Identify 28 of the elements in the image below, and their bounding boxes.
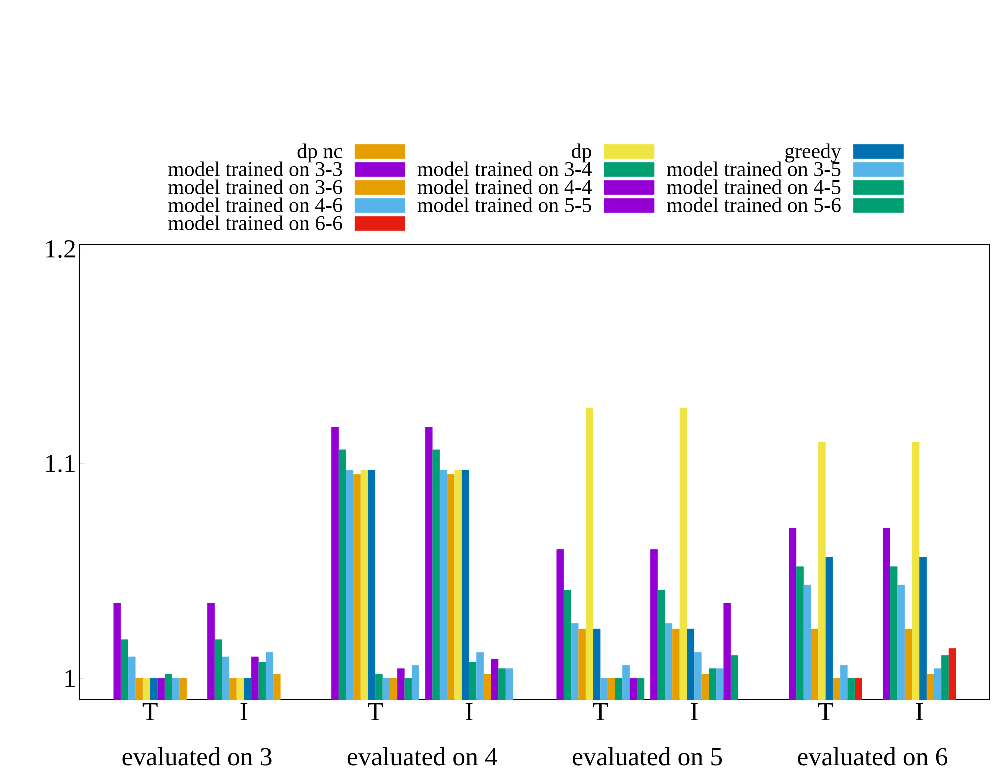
y-tick-label: 1 <box>66 670 75 688</box>
legend-label: model trained on 3-5 <box>667 162 841 176</box>
legend-label: dp <box>572 144 592 163</box>
x-tick-label: T <box>142 704 158 720</box>
legend-label: model trained on 4-5 <box>667 180 841 194</box>
text: evaluated on 5 <box>573 748 722 766</box>
x-tick-label: I <box>466 704 473 720</box>
legend-label: model trained on 5-5 <box>418 198 592 212</box>
x-tick-label: T <box>593 704 608 720</box>
x-tick-label: T <box>818 704 834 720</box>
legend-label: greedy <box>785 144 842 163</box>
text: evaluated on 3 <box>122 748 272 766</box>
x-tick-label: I <box>916 704 924 720</box>
x-tick-label: T <box>368 704 383 720</box>
x-tick-label: I <box>240 704 248 720</box>
text: evaluated on 6 <box>798 748 948 766</box>
legend-label: model trained on 4-4 <box>418 180 592 194</box>
legend-label: dp nc <box>298 144 342 163</box>
legend-label: model trained on 3-6 <box>168 180 342 194</box>
text: evaluated on 4 <box>348 748 498 766</box>
legend-label: model trained on 4-6 <box>168 198 342 212</box>
legend-label: model trained on 5-6 <box>667 198 841 212</box>
y-tick-label: 1.1 <box>46 455 75 473</box>
legend-label: model trained on 3-4 <box>418 162 592 176</box>
y-tick-label: 1.2 <box>46 240 76 258</box>
x-tick-label: I <box>691 704 698 720</box>
legend-label: model trained on 3-3 <box>168 162 342 176</box>
legend-label: model trained on 6-6 <box>168 216 342 230</box>
